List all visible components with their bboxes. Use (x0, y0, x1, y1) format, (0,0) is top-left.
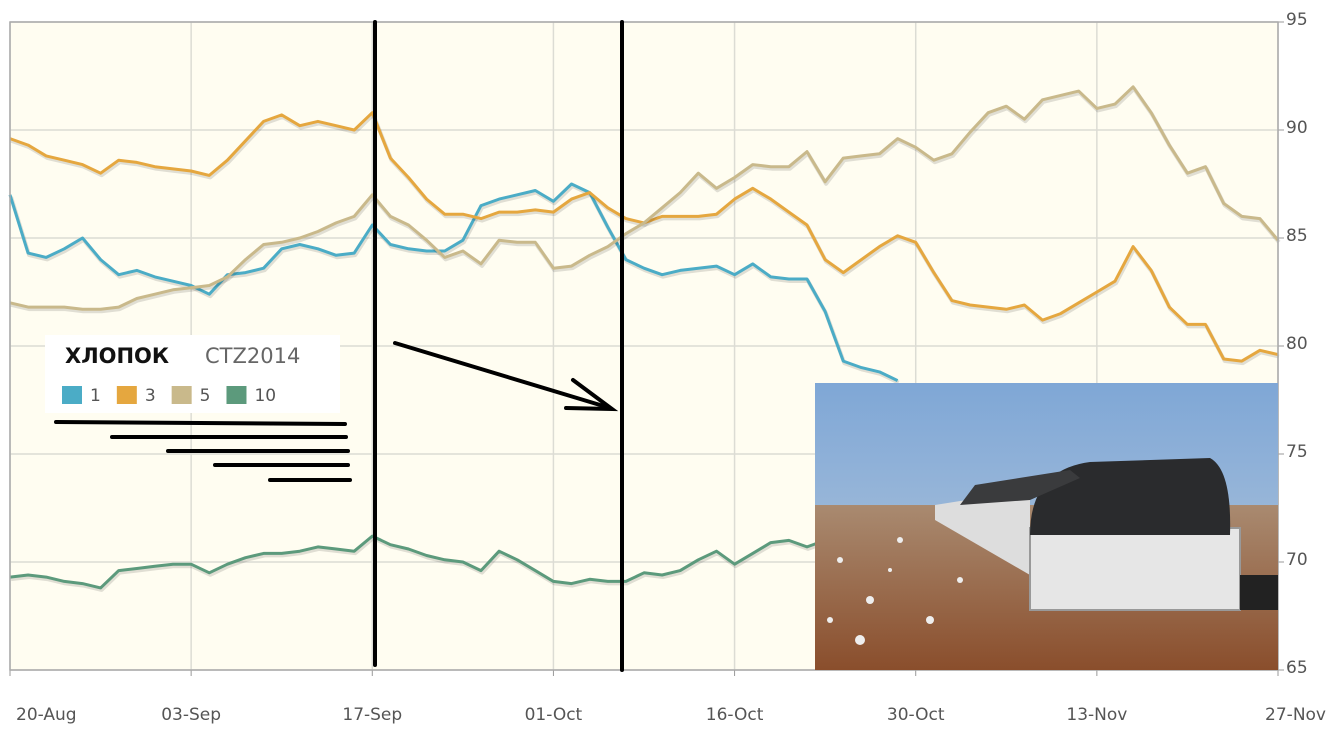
photo (815, 383, 1278, 670)
series-line (8, 182, 899, 382)
annotations (373, 20, 624, 672)
series-line (9, 85, 1280, 311)
y-tick-label: 70 (1286, 550, 1308, 570)
lines (8, 85, 1281, 592)
y-tick-label: 95 (1286, 10, 1308, 30)
series-line (9, 534, 826, 590)
legend: ХЛОПОК CTZ2014 1 3 5 10 (45, 335, 352, 482)
y-tick-label: 80 (1286, 334, 1308, 354)
series-shadow (10, 112, 1280, 366)
legend-swatch (62, 386, 82, 404)
legend-title: ХЛОПОК (65, 344, 169, 368)
x-tick-label: 20-Aug (16, 705, 77, 725)
y-tick-label: 90 (1286, 118, 1308, 138)
legend-items: 1 3 5 10 (62, 386, 276, 406)
series-shadow (10, 86, 1281, 314)
series-shadow (9, 184, 900, 385)
x-tick-label: 17-Sep (342, 705, 402, 725)
legend-label: 10 (254, 386, 276, 406)
plot-frame (9, 21, 1279, 671)
y-tick-label: 65 (1286, 658, 1308, 678)
x-tick-label: 30-Oct (887, 705, 945, 725)
legend-box (45, 335, 340, 413)
x-tick-label: 01-Oct (525, 705, 583, 725)
axes: 65 70 75 80 85 90 95 20-Aug 03-Sep 17-Sep 01-Oct 16… (9, 10, 1326, 725)
legend-label: 5 (200, 386, 211, 406)
legend-swatch (116, 386, 137, 404)
x-tick-label: 16-Oct (706, 705, 764, 725)
legend-swatch (171, 386, 192, 404)
legend-label: 3 (145, 386, 156, 406)
x-tick-label: 27-Nov (1265, 705, 1326, 725)
series-shadow (10, 536, 827, 592)
y-tick-label: 75 (1286, 442, 1308, 462)
x-tick-label: 13-Nov (1066, 705, 1127, 725)
legend-subtitle: CTZ2014 (205, 344, 300, 368)
x-tick-label: 03-Sep (161, 705, 221, 725)
legend-swatch (226, 386, 247, 404)
y-tick-label: 85 (1286, 226, 1308, 246)
legend-label: 1 (90, 386, 101, 406)
